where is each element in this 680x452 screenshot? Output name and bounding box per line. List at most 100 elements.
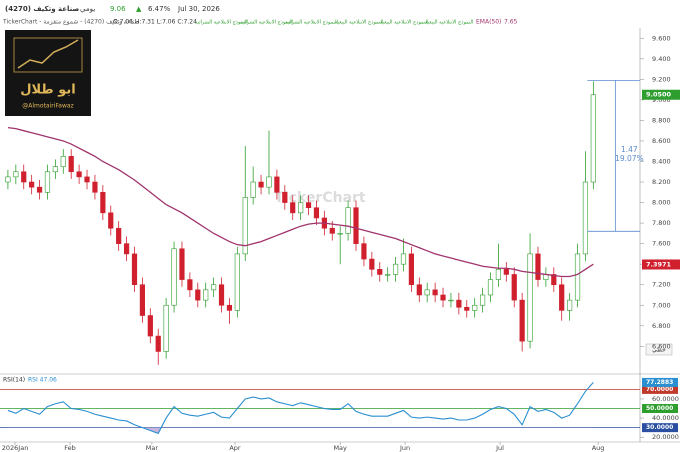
y-tick-label: 7.800 bbox=[652, 219, 671, 227]
candle-body bbox=[511, 274, 517, 301]
logo-arrow bbox=[17, 39, 79, 69]
rsi-value-label: RSI 47.06 bbox=[28, 377, 57, 384]
candle-body bbox=[68, 156, 74, 173]
ema-line bbox=[7, 126, 594, 278]
chart-type-button[interactable] bbox=[645, 343, 673, 356]
logo-name: ابو طلال bbox=[20, 83, 75, 98]
rsi-level-label: 30.0000 bbox=[646, 424, 673, 431]
candle-body bbox=[139, 284, 146, 316]
candle-body bbox=[84, 176, 90, 183]
candle-body bbox=[250, 181, 256, 198]
candle-body bbox=[337, 233, 343, 235]
candle-body bbox=[36, 186, 43, 193]
pattern-label: النموذج الابتلاعية البيعية bbox=[380, 20, 428, 26]
y-tick-label: 7.000 bbox=[652, 301, 671, 309]
x-tick-label: Apr bbox=[229, 444, 241, 452]
candle-body bbox=[123, 243, 130, 255]
candle-body bbox=[400, 253, 407, 265]
pattern-label: النموذج الابتلاعية الشرائية bbox=[240, 20, 293, 26]
candle-body bbox=[551, 274, 557, 286]
x-tick-label: 2026Jan bbox=[2, 444, 29, 452]
candle-body bbox=[298, 202, 304, 214]
chart-type-label[interactable]: خطي bbox=[652, 347, 666, 354]
candle-body bbox=[487, 279, 494, 296]
candle-body bbox=[361, 243, 367, 260]
ema-label: EMA(50) bbox=[476, 19, 501, 26]
ema-last-label-box bbox=[642, 259, 680, 270]
y-tick-label: 8.800 bbox=[652, 116, 671, 124]
candle-body bbox=[282, 191, 288, 203]
candle-body bbox=[218, 284, 225, 306]
candle-body bbox=[29, 181, 35, 188]
candle-body bbox=[155, 335, 161, 352]
source: TickerChart - صناعة وتكيف (4270) - شموع … bbox=[2, 19, 139, 26]
candle-body bbox=[290, 202, 296, 214]
arrow: ▲ bbox=[136, 5, 142, 13]
pattern-label: النموذج الابتلاعية الشرائية bbox=[285, 20, 338, 26]
candle-body bbox=[329, 227, 335, 234]
candle-body bbox=[21, 171, 27, 183]
x-tick-label: May bbox=[333, 444, 347, 452]
candle-body bbox=[92, 181, 98, 193]
candle-body bbox=[448, 299, 454, 302]
measure-percent: 19.07% bbox=[615, 154, 644, 163]
pattern-label: النموذج الابتلاعية البيعية bbox=[425, 20, 473, 26]
y-tick-label: 6.600 bbox=[652, 342, 671, 350]
candle-body bbox=[392, 263, 399, 275]
candle-body bbox=[305, 202, 312, 209]
candle-body bbox=[527, 253, 533, 342]
candle-body bbox=[567, 299, 573, 311]
candle-body bbox=[131, 253, 138, 286]
last-price-label-box bbox=[642, 89, 680, 100]
y-tick-label: 7.600 bbox=[652, 240, 671, 248]
y-tick-label: 9.600 bbox=[652, 34, 671, 42]
x-tick-label: Feb bbox=[64, 444, 76, 452]
candle-body bbox=[369, 258, 375, 270]
candle-body bbox=[187, 279, 193, 291]
watermark: TickerChart bbox=[274, 190, 366, 206]
price: 9.06 bbox=[110, 5, 126, 13]
candle-body bbox=[171, 248, 177, 306]
candle-body bbox=[440, 294, 446, 301]
candle-body bbox=[13, 171, 19, 178]
candle-body bbox=[195, 289, 201, 301]
candle-body bbox=[574, 253, 581, 301]
candle-body bbox=[226, 304, 233, 311]
candle-body bbox=[163, 304, 169, 352]
rsi-tick-label: 20.0000 bbox=[652, 433, 679, 441]
rsi-level-box bbox=[642, 384, 678, 394]
rsi-level-box bbox=[642, 423, 678, 433]
candle-body bbox=[472, 304, 478, 311]
y-tick-label: 8.400 bbox=[652, 157, 671, 165]
pattern-label: النموذج الابتلاعية الشرائية bbox=[195, 20, 248, 26]
rsi-line bbox=[7, 382, 594, 435]
logo-chart bbox=[13, 37, 83, 73]
candle-body bbox=[234, 253, 240, 311]
candle-body bbox=[519, 299, 525, 342]
rsi-tick-label: 60.0000 bbox=[652, 395, 679, 403]
y-tick-label: 8.200 bbox=[652, 178, 671, 186]
ema-value: 7.65 bbox=[504, 19, 518, 26]
candle-body bbox=[116, 227, 122, 244]
candle-body bbox=[203, 289, 209, 301]
y-tick-label: 7.200 bbox=[652, 281, 671, 289]
candle-body bbox=[590, 94, 596, 183]
candle-body bbox=[274, 176, 280, 193]
ema-last-label: 7.3971 bbox=[646, 260, 672, 268]
candle-body bbox=[211, 284, 217, 291]
candle-body bbox=[313, 207, 320, 219]
logo-handle: @AlmotairiFawaz bbox=[22, 103, 73, 110]
logo-box bbox=[5, 30, 91, 116]
x-tick-label: Aug bbox=[592, 444, 605, 452]
candle-body bbox=[100, 191, 106, 214]
candle-body bbox=[416, 284, 422, 296]
rsi-tick-label: 40.0000 bbox=[652, 414, 679, 422]
date: Jul 30, 2026 bbox=[177, 5, 220, 13]
change: 6.47% bbox=[148, 5, 171, 13]
candle-body bbox=[179, 248, 185, 280]
candle-body bbox=[5, 176, 11, 183]
period: يومي bbox=[80, 5, 95, 13]
candle-body bbox=[108, 212, 114, 229]
candle-body bbox=[242, 197, 248, 255]
